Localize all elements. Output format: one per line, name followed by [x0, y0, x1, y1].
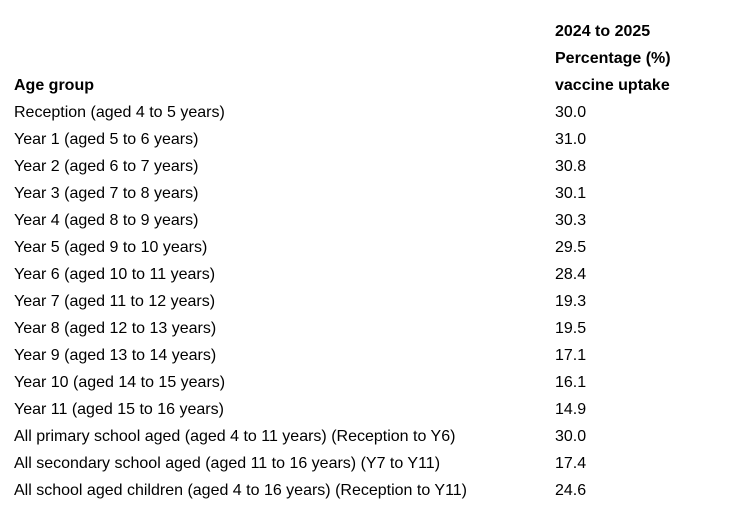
- age-group-cell: Year 2 (aged 6 to 7 years): [14, 158, 199, 175]
- uptake-value-cell: 30.8: [555, 158, 587, 175]
- vaccine-uptake-table: Age group 2024 to 2025 Percentage (%) va…: [14, 18, 754, 504]
- age-group-cell: All school aged children (aged 4 to 16 y…: [14, 482, 468, 499]
- table-row: Year 2 (aged 6 to 7 years) 30.8: [14, 153, 754, 180]
- age-group-cell: Year 9 (aged 13 to 14 years): [14, 347, 217, 364]
- uptake-value-cell: 19.5: [555, 320, 587, 337]
- uptake-value-cell: 30.0: [555, 104, 587, 121]
- age-group-cell: Year 11 (aged 15 to 16 years): [14, 401, 224, 418]
- age-group-cell: All secondary school aged (aged 11 to 16…: [14, 455, 441, 472]
- table-row: All school aged children (aged 4 to 16 y…: [14, 477, 754, 504]
- uptake-column-header: 2024 to 2025 Percentage (%) vaccine upta…: [555, 18, 754, 99]
- table-row: Reception (aged 4 to 5 years) 30.0: [14, 99, 754, 126]
- uptake-value-cell: 28.4: [555, 266, 587, 283]
- header-row: Age group 2024 to 2025 Percentage (%) va…: [14, 18, 754, 99]
- uptake-value-cell: 31.0: [555, 131, 587, 148]
- uptake-header-line-3: vaccine uptake: [555, 77, 670, 94]
- uptake-value-cell: 17.4: [555, 455, 587, 472]
- table-row: Year 5 (aged 9 to 10 years) 29.5: [14, 234, 754, 261]
- table-row: All secondary school aged (aged 11 to 16…: [14, 450, 754, 477]
- uptake-value-cell: 19.3: [555, 293, 587, 310]
- age-group-cell: Year 1 (aged 5 to 6 years): [14, 131, 199, 148]
- table-row: Year 8 (aged 12 to 13 years) 19.5: [14, 315, 754, 342]
- age-group-cell: All primary school aged (aged 4 to 11 ye…: [14, 428, 456, 445]
- table-row: Year 11 (aged 15 to 16 years) 14.9: [14, 396, 754, 423]
- age-group-cell: Year 3 (aged 7 to 8 years): [14, 185, 199, 202]
- age-group-cell: Year 8 (aged 12 to 13 years): [14, 320, 217, 337]
- table-row: Year 10 (aged 14 to 15 years) 16.1: [14, 369, 754, 396]
- age-group-cell: Year 7 (aged 11 to 12 years): [14, 293, 216, 310]
- table-row: Year 4 (aged 8 to 9 years) 30.3: [14, 207, 754, 234]
- table-row: Year 6 (aged 10 to 11 years) 28.4: [14, 261, 754, 288]
- table-row: All primary school aged (aged 4 to 11 ye…: [14, 423, 754, 450]
- age-group-cell: Year 10 (aged 14 to 15 years): [14, 374, 226, 391]
- age-group-cell: Year 6 (aged 10 to 11 years): [14, 266, 216, 283]
- age-group-cell: Year 4 (aged 8 to 9 years): [14, 212, 199, 229]
- table-header: Age group 2024 to 2025 Percentage (%) va…: [14, 18, 754, 99]
- uptake-value-cell: 30.1: [555, 185, 587, 202]
- uptake-value-cell: 30.3: [555, 212, 587, 229]
- table-row: Year 9 (aged 13 to 14 years) 17.1: [14, 342, 754, 369]
- table-row: Year 7 (aged 11 to 12 years) 19.3: [14, 288, 754, 315]
- table-body: Reception (aged 4 to 5 years) 30.0 Year …: [14, 99, 754, 504]
- table-row: Year 1 (aged 5 to 6 years) 31.0: [14, 126, 754, 153]
- uptake-value-cell: 30.0: [555, 428, 587, 445]
- uptake-value-cell: 17.1: [555, 347, 587, 364]
- age-group-cell: Reception (aged 4 to 5 years): [14, 104, 225, 121]
- uptake-value-cell: 24.6: [555, 482, 587, 499]
- table-row: Year 3 (aged 7 to 8 years) 30.1: [14, 180, 754, 207]
- uptake-value-cell: 16.1: [555, 374, 587, 391]
- uptake-value-cell: 29.5: [555, 239, 587, 256]
- uptake-value-cell: 14.9: [555, 401, 587, 418]
- uptake-header-line-1: 2024 to 2025: [555, 23, 651, 40]
- age-group-column-header: Age group: [14, 77, 94, 94]
- uptake-header-line-2: Percentage (%): [555, 50, 671, 67]
- age-group-cell: Year 5 (aged 9 to 10 years): [14, 239, 208, 256]
